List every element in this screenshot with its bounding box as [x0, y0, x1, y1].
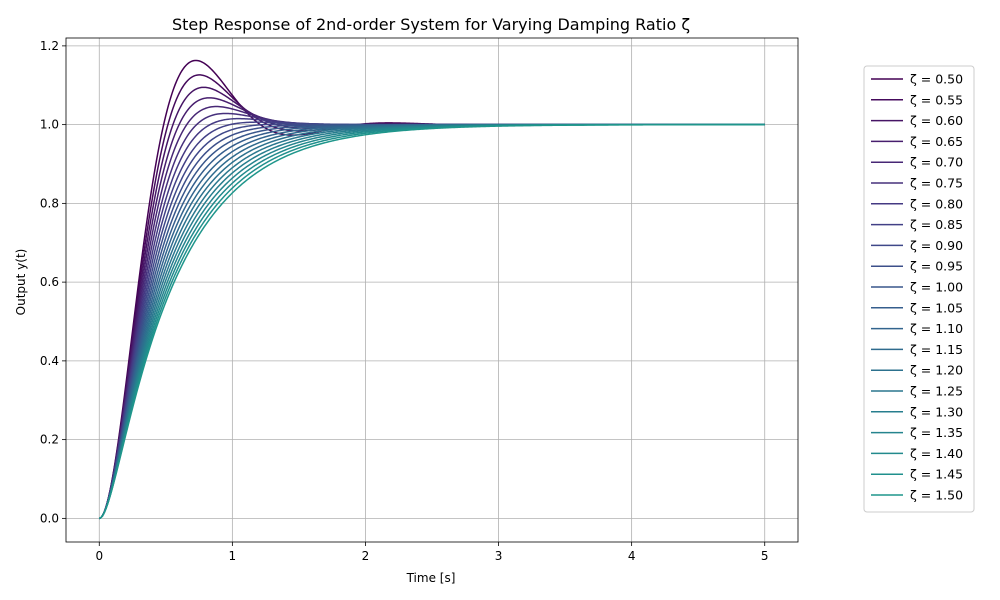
series-lines: [99, 59, 765, 520]
y-tick-label: 1.2: [40, 39, 59, 53]
y-tick-label: 0.0: [40, 511, 59, 525]
legend-label: ζ = 1.35: [910, 425, 963, 440]
y-tick-label: 1.0: [40, 118, 59, 132]
legend-label: ζ = 1.45: [910, 467, 963, 482]
y-tick-label: 0.6: [40, 275, 59, 289]
legend-label: ζ = 0.90: [910, 238, 963, 253]
grid: [66, 38, 798, 542]
x-axis-title: Time [s]: [406, 571, 456, 585]
legend-label: ζ = 0.60: [910, 113, 963, 128]
series-line: [99, 117, 765, 520]
legend-label: ζ = 1.10: [910, 321, 963, 336]
y-axis-title: Output y(t): [14, 249, 28, 316]
legend-label: ζ = 1.00: [910, 280, 963, 295]
y-tick-label: 0.4: [40, 354, 59, 368]
legend-label: ζ = 0.95: [910, 259, 963, 274]
y-tick-label: 0.8: [40, 196, 59, 210]
axis-ticks: 0 1 2 3 4 5 0.0 0.2 0.4 0.6 0.8 1.0 1.2: [40, 39, 769, 563]
legend-label: ζ = 1.50: [910, 488, 963, 503]
legend-label: ζ = 1.40: [910, 446, 963, 461]
x-tick-label: 0: [95, 549, 103, 563]
series-line: [99, 123, 765, 520]
legend-label: ζ = 1.05: [910, 300, 963, 315]
x-tick-label: 5: [761, 549, 769, 563]
series-line: [99, 112, 765, 520]
x-tick-label: 3: [495, 549, 503, 563]
legend: ζ = 0.50 ζ = 0.55 ζ = 0.60 ζ = 0.65 ζ = 0.70…: [863, 65, 975, 513]
legend-label: ζ = 1.30: [910, 404, 963, 419]
plot-frame: [65, 37, 799, 543]
x-tick-label: 4: [628, 549, 636, 563]
chart-title: Step Response of 2nd-order System for Va…: [172, 15, 690, 34]
legend-label: ζ = 0.55: [910, 92, 963, 107]
legend-label: ζ = 1.20: [910, 363, 963, 378]
x-tick-label: 1: [229, 549, 237, 563]
legend-label: ζ = 0.65: [910, 134, 963, 149]
series-line: [99, 121, 765, 520]
legend-label: ζ = 0.75: [910, 176, 963, 191]
legend-label: ζ = 0.85: [910, 217, 963, 232]
x-tick-label: 2: [362, 549, 370, 563]
legend-label: ζ = 0.50: [910, 72, 963, 87]
legend-label: ζ = 0.80: [910, 196, 963, 211]
legend-label: ζ = 1.15: [910, 342, 963, 357]
y-tick-label: 0.2: [40, 433, 59, 447]
series-line: [99, 123, 765, 520]
legend-label: ζ = 0.70: [910, 155, 963, 170]
legend-frame: [863, 65, 975, 513]
legend-label: ζ = 1.25: [910, 384, 963, 399]
